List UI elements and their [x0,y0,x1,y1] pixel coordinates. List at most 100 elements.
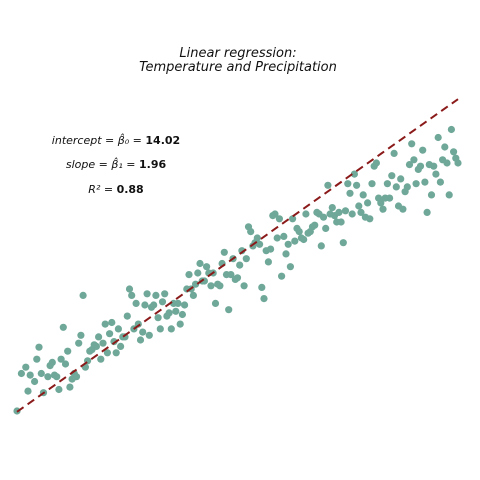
data-point [256,240,264,248]
data-point [57,355,65,363]
data-point [165,309,173,317]
data-point [355,202,363,210]
data-point [101,320,109,328]
data-point [317,242,325,250]
data-point [397,175,405,183]
data-point [271,210,279,218]
intercept-annotation: intercept = β̂₀ = 14.02 [52,133,180,147]
data-point [136,336,145,344]
data-point [346,189,354,197]
data-point [59,323,67,331]
data-point [300,235,308,244]
data-point [64,347,72,355]
data-point [295,228,303,236]
data-point [383,180,391,188]
data-point [328,204,336,212]
data-point [22,363,30,371]
data-point [322,224,330,232]
data-point [282,250,290,258]
data-point [240,282,248,290]
data-point [339,239,347,247]
data-point [207,282,215,290]
data-point [203,263,211,271]
slope-annotation: slope = β̂₁ = 1.96 [66,157,167,171]
data-point [48,358,56,366]
data-point [388,172,396,180]
data-point [441,143,449,151]
data-point [454,159,462,167]
data-point [216,282,224,290]
data-point [227,271,235,279]
data-point [24,387,32,395]
data-point [26,371,34,379]
data-point [273,234,281,242]
data-point [103,349,111,357]
data-point [106,330,114,338]
data-point [158,298,167,306]
data-point [289,215,297,223]
slope-label: slope = β̂₁ = [66,157,139,171]
data-point [242,255,250,263]
data-point [143,290,151,298]
data-point [55,385,63,394]
data-point [95,333,103,341]
data-point [430,162,438,170]
data-point [264,258,272,266]
data-point [61,360,70,368]
data-point [225,306,233,314]
data-point [445,191,453,199]
data-point [335,208,343,216]
data-point [416,162,425,170]
data-point [114,325,122,333]
data-point [189,291,197,299]
data-point [258,283,266,291]
data-point [117,342,125,350]
data-point [167,325,175,333]
data-point [77,331,85,339]
data-point [253,234,261,242]
data-point [185,271,193,279]
data-point [364,199,372,207]
data-point [132,299,140,307]
r2-label: R² = [88,183,116,196]
data-point [432,170,440,178]
data-point [350,170,358,178]
data-point [97,355,105,363]
data-point [434,133,442,142]
data-point [410,156,418,164]
data-point [341,207,350,215]
data-point [427,191,436,199]
data-point [450,148,458,156]
data-point [392,183,400,191]
data-point [348,210,356,218]
data-point [324,181,332,189]
slope-value: 1.96 [139,158,166,171]
data-point [372,159,380,167]
data-point [357,208,365,216]
data-point [176,320,184,328]
data-point [233,274,242,282]
data-point [192,280,200,288]
data-point [128,291,136,299]
data-point [447,125,455,134]
data-point [181,301,189,309]
data-point [366,215,374,223]
data-point [337,218,345,226]
data-point [421,178,429,186]
data-point [247,228,255,236]
data-point [275,215,283,223]
data-point [278,272,286,280]
data-point [280,232,288,240]
data-point [211,299,220,307]
data-point [260,295,268,303]
data-point [390,149,398,157]
data-point [99,339,107,347]
data-point [344,180,352,188]
data-point [291,237,299,245]
data-point [150,301,158,309]
data-point [154,314,162,322]
data-point [412,180,420,188]
data-point [92,342,100,350]
data-point [72,373,81,381]
data-point [125,285,134,293]
